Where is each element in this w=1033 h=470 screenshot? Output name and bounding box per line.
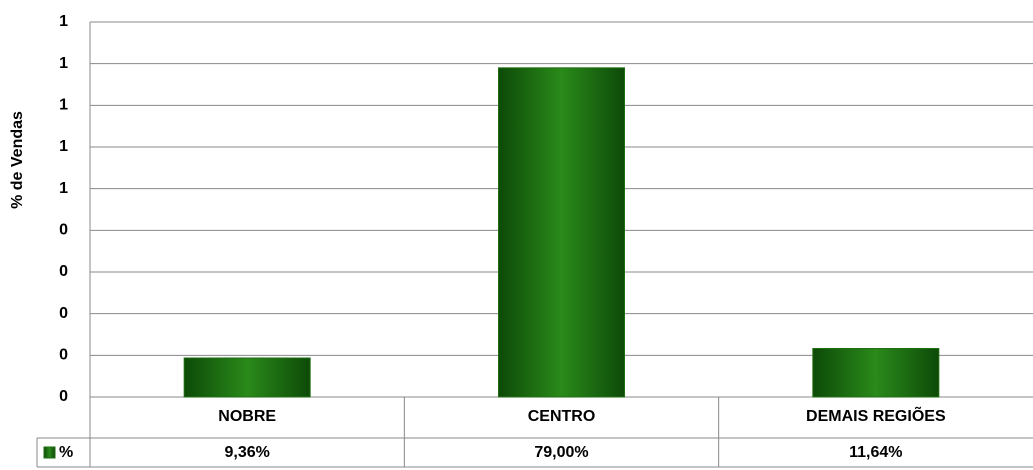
legend-label: % — [59, 444, 73, 461]
bar — [183, 357, 311, 398]
value-label: 9,36% — [224, 444, 269, 461]
y-tick-label: 1 — [59, 97, 68, 114]
y-tick-label: 0 — [59, 347, 68, 364]
value-label: 11,64% — [849, 444, 902, 461]
x-tick-label: CENTRO — [528, 408, 596, 425]
y-tick-label: 0 — [59, 222, 68, 239]
bar — [812, 348, 940, 398]
y-tick-label: 1 — [59, 138, 68, 155]
y-axis-label: % de Vendas — [9, 111, 26, 209]
y-tick-label: 1 — [59, 13, 68, 30]
y-tick-label: 0 — [59, 305, 68, 322]
legend-swatch — [43, 446, 56, 459]
y-tick-label: 1 — [59, 55, 68, 72]
x-tick-label: DEMAIS REGIÕES — [806, 405, 946, 425]
y-tick-label: 0 — [59, 263, 68, 280]
y-tick-label: 1 — [59, 180, 68, 197]
y-tick-label: 0 — [59, 388, 68, 405]
value-label: 79,00% — [534, 444, 588, 461]
bar — [498, 67, 625, 398]
x-tick-label: NOBRE — [218, 408, 276, 425]
